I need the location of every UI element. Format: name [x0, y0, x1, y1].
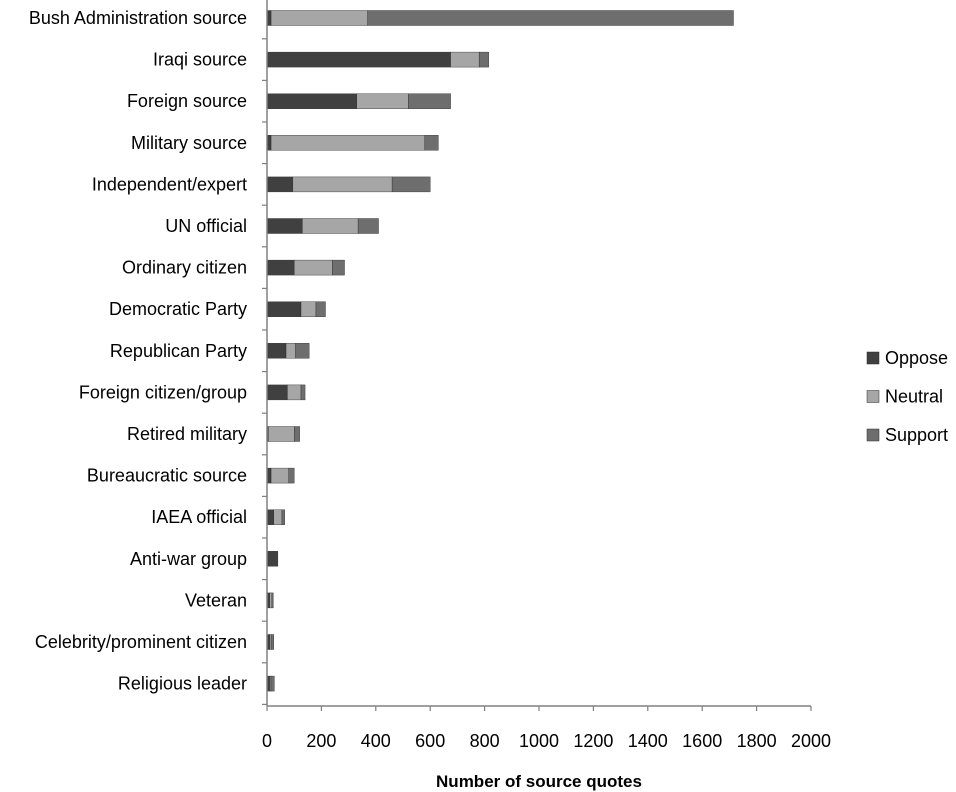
bar-support — [294, 427, 299, 442]
legend-label-neutral: Neutral — [885, 387, 943, 407]
x-tick-label: 1600 — [682, 731, 722, 751]
category-label: Ordinary citizen — [122, 258, 247, 278]
legend-label-support: Support — [885, 425, 948, 445]
x-tick-labels: 0 200 400 600 800 1000 1200 1400 1600 1800 2000 — [262, 731, 831, 751]
category-label: Foreign citizen/group — [79, 382, 247, 402]
bar-support — [392, 177, 430, 192]
category-label: Democratic Party — [109, 299, 247, 319]
bar-support — [289, 468, 294, 483]
x-tick-label: 400 — [361, 731, 391, 751]
bar-oppose — [267, 302, 301, 317]
bar-support — [479, 52, 489, 67]
category-label: Bush Administration source — [29, 8, 247, 28]
bar-support — [408, 94, 450, 109]
bar-oppose — [267, 177, 293, 192]
bar-support — [332, 260, 344, 275]
x-axis-title: Number of source quotes — [436, 772, 642, 791]
x-tick-label: 200 — [306, 731, 336, 751]
bar-oppose — [267, 343, 286, 358]
bar-neutral — [294, 260, 332, 275]
bar-neutral — [271, 11, 368, 26]
category-label: Retired military — [127, 424, 247, 444]
x-tick-label: 1000 — [519, 731, 559, 751]
bar-neutral — [270, 635, 271, 650]
category-label: Independent/expert — [92, 174, 247, 194]
legend-swatch-neutral — [867, 391, 879, 403]
bar-neutral — [270, 593, 272, 608]
legend-label-oppose: Oppose — [885, 348, 948, 368]
bar-neutral — [301, 302, 316, 317]
bar-support — [301, 385, 305, 400]
bar-support — [296, 343, 310, 358]
bar-oppose — [267, 510, 274, 525]
legend-swatch-oppose — [867, 352, 879, 364]
bar-neutral — [302, 219, 358, 234]
bar-support — [316, 302, 326, 317]
bar-support — [272, 676, 275, 691]
bar-neutral — [287, 385, 301, 400]
x-tick-label: 2000 — [791, 731, 831, 751]
category-label: Anti-war group — [130, 549, 247, 569]
bar-neutral — [268, 427, 294, 442]
category-label: IAEA official — [151, 507, 247, 527]
category-label: Celebrity/prominent citizen — [35, 632, 247, 652]
bars-layer — [267, 11, 733, 692]
bar-oppose — [267, 260, 294, 275]
legend: Oppose Neutral Support — [867, 348, 948, 445]
x-tick-label: 0 — [262, 731, 272, 751]
bar-neutral — [293, 177, 392, 192]
category-label: Bureaucratic source — [87, 466, 247, 486]
category-label: Religious leader — [118, 674, 247, 694]
bar-oppose — [267, 219, 302, 234]
bar-support — [282, 510, 285, 525]
x-tick-label: 1800 — [737, 731, 777, 751]
bar-support — [271, 635, 274, 650]
bar-oppose — [267, 94, 357, 109]
category-label: Military source — [131, 133, 247, 153]
legend-swatch-support — [867, 429, 879, 441]
bar-neutral — [286, 343, 296, 358]
bar-oppose — [267, 551, 278, 566]
bar-neutral — [357, 94, 409, 109]
category-label: Iraqi source — [153, 50, 247, 70]
category-label: UN official — [165, 216, 247, 236]
bar-support — [358, 219, 378, 234]
category-label: Foreign source — [127, 91, 247, 111]
bar-neutral — [270, 676, 271, 691]
bar-support — [425, 135, 439, 150]
category-label: Republican Party — [110, 341, 247, 361]
bar-neutral — [271, 468, 289, 483]
bar-oppose — [267, 52, 451, 67]
x-tick-label: 600 — [415, 731, 445, 751]
x-tick-label: 1400 — [628, 731, 668, 751]
bar-neutral — [271, 135, 425, 150]
bar-support — [272, 593, 273, 608]
category-labels: Bush Administration source Iraqi source Fo… — [29, 8, 247, 694]
x-tick-label: 800 — [470, 731, 500, 751]
bar-neutral — [451, 52, 480, 67]
bar-neutral — [274, 510, 282, 525]
bar-support — [368, 11, 734, 26]
x-tick-label: 1200 — [573, 731, 613, 751]
category-label: Veteran — [185, 590, 247, 610]
bar-oppose — [267, 385, 287, 400]
